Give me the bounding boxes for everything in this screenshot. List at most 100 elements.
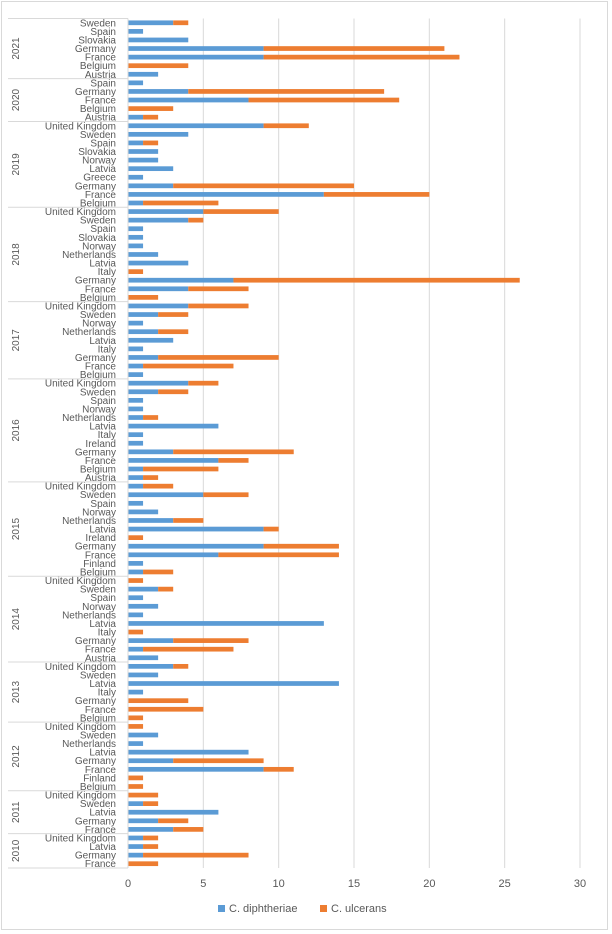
bar-c-diphtheriae [128,423,219,429]
category-label: Germany [75,816,116,827]
category-label: Italy [98,267,116,278]
category-label: Sweden [80,490,116,501]
bar-c-ulcerans [248,97,400,103]
category-label: Latvia [89,808,116,819]
bar-c-diphtheriae [128,500,144,506]
category-label: Italy [98,628,116,639]
x-tick-label: 0 [125,878,131,890]
bar-c-ulcerans [143,475,159,480]
year-group-label: 2010 [11,839,22,862]
bar-c-diphtheriae [128,140,144,146]
year-group-label: 2017 [11,329,22,352]
bar-c-diphtheriae [128,638,174,643]
legend-swatch-c-diphtheriae [218,905,225,912]
category-label: Belgium [80,293,116,304]
category-label: United Kingdom [45,121,116,132]
bar-c-diphtheriae [128,243,144,249]
bar-c-ulcerans [203,209,279,214]
bar-c-diphtheriae [128,458,219,463]
bar-c-ulcerans [218,458,249,463]
bar-c-diphtheriae [128,29,144,34]
year-group-label: 2014 [11,608,22,631]
category-label: United Kingdom [45,791,116,802]
x-tick-label: 25 [499,878,511,890]
category-label: Sweden [80,387,116,398]
x-tick-label: 10 [273,878,285,890]
category-label: Germany [75,181,116,192]
category-label: United Kingdom [45,207,116,218]
category-label: Belgium [80,198,116,209]
category-label: Germany [75,636,116,647]
bar-c-diphtheriae [128,603,159,609]
year-group-label: 2020 [11,88,22,111]
category-label: Spain [90,78,116,89]
year-group-label: 2012 [11,745,22,768]
bar-c-diphtheriae [128,89,189,94]
bar-c-ulcerans [173,827,204,832]
x-tick-label: 30 [574,878,586,890]
category-label: United Kingdom [45,301,116,312]
bar-c-ulcerans [218,552,339,558]
category-label: France [85,362,117,373]
category-label: France [85,53,117,64]
bar-c-diphtheriae [128,663,174,669]
bar-c-diphtheriae [128,363,144,369]
category-label: Belgium [80,370,116,381]
category-label: Netherlands [62,610,116,621]
bar-c-ulcerans [128,724,144,729]
category-label: Norway [82,507,116,518]
category-label: United Kingdom [45,576,116,587]
legend-swatch-c-ulcerans [320,905,327,912]
category-label: Latvia [89,259,116,270]
bar-c-ulcerans [263,766,294,772]
category-label: Austria [85,653,117,664]
bar-c-ulcerans [263,123,309,129]
bar-c-ulcerans [173,518,204,523]
category-label: Belgium [80,104,116,115]
category-label: France [85,859,117,870]
bar-c-ulcerans [143,801,159,807]
bar-c-diphtheriae [128,415,144,420]
category-label: Netherlands [62,739,116,750]
category-label: Latvia [89,619,116,630]
bar-c-ulcerans [128,629,144,635]
bar-c-diphtheriae [128,844,144,849]
category-label: Germany [75,696,116,707]
bar-c-diphtheriae [128,835,144,841]
bar-c-ulcerans [128,269,144,274]
bar-c-ulcerans [188,286,249,292]
year-group-label: 2018 [11,243,22,266]
bar-c-diphtheriae [128,346,144,352]
category-label: Germany [75,756,116,767]
bar-c-diphtheriae [128,801,144,807]
year-group-label: 2013 [11,681,22,704]
bar-c-diphtheriae [128,149,159,154]
category-label: Austria [85,70,117,81]
bars [128,20,520,867]
bar-c-diphtheriae [128,389,159,395]
bar-c-ulcerans [143,835,159,841]
category-label: France [85,456,117,467]
category-label: Ireland [85,439,116,450]
category-label: Latvia [89,842,116,853]
category-label: Austria [85,113,117,124]
bar-c-ulcerans [188,303,249,309]
bar-c-ulcerans [188,89,385,94]
bar-c-diphtheriae [128,260,189,266]
bar-c-diphtheriae [128,440,144,446]
bar-c-ulcerans [128,295,159,300]
bar-c-diphtheriae [128,71,159,77]
bar-c-diphtheriae [128,689,144,695]
bar-c-diphtheriae [128,612,144,618]
bar-c-ulcerans [263,543,339,549]
category-label: Belgium [80,782,116,793]
category-label: Austria [85,473,117,484]
x-tick-label: 15 [348,878,360,890]
bar-c-diphtheriae [128,646,144,652]
category-label: Netherlands [62,327,116,338]
category-label: United Kingdom [45,662,116,673]
bar-c-ulcerans [143,363,234,369]
category-label: United Kingdom [45,833,116,844]
bar-c-ulcerans [173,183,354,189]
